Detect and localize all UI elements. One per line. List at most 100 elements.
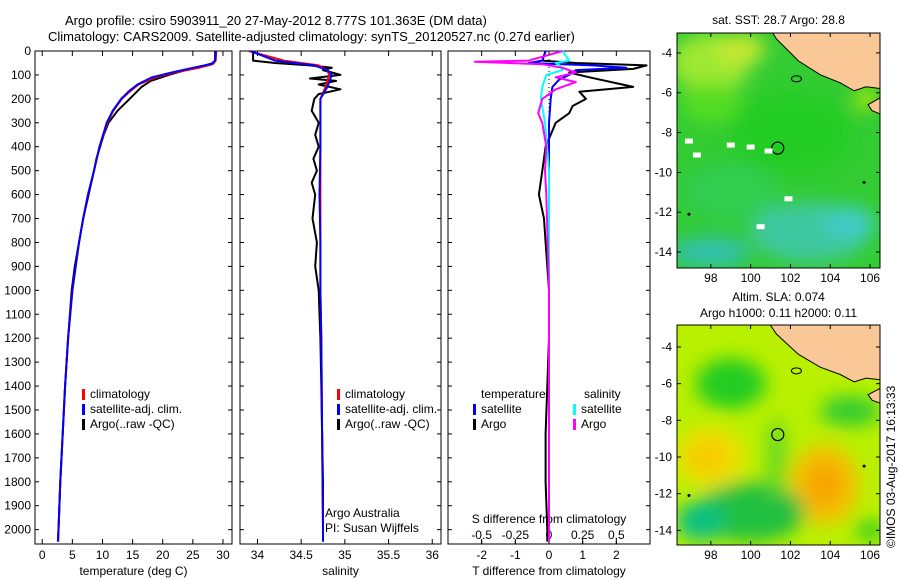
figure-title-line2: Climatology: CARS2009. Satellite-adjuste… — [48, 29, 575, 44]
x2-tick-label: 0.5 — [608, 528, 625, 542]
x2-tick-label: 0.25 — [571, 528, 595, 542]
legend-label: satellite-adj. clim. — [345, 402, 437, 416]
no-data-cell — [726, 142, 735, 148]
panel-salinity: 34 34.5 35 35.5 36 salinity climatologysatelli… — [239, 50, 442, 578]
field-blob — [806, 462, 843, 507]
map-sla_map: 98 100 102 104 106 -4 -6 -8 -10 -12 -14 Altim. SLA:… — [655, 290, 881, 562]
legend-label: satellite-adj. clim. — [90, 402, 182, 416]
series-salinity-satellite — [539, 50, 571, 542]
y-tick-label: 1300 — [4, 355, 31, 369]
x-tick-label: 98 — [704, 548, 718, 562]
island-enggano — [790, 75, 802, 83]
no-data-cell — [784, 196, 793, 202]
y-tick-label: -4 — [661, 46, 672, 60]
legend-title-temperature: temperature — [481, 387, 546, 401]
map-field — [677, 325, 880, 545]
no-data-cell — [764, 148, 773, 154]
x-axis-label: T difference from climatology — [472, 564, 626, 578]
y-tick-label: 1600 — [4, 427, 31, 441]
y-tick-label: 900 — [11, 259, 31, 273]
y-tick-label: -4 — [661, 340, 672, 354]
land-sumatra — [769, 325, 880, 383]
y-tick-label: -6 — [661, 377, 672, 391]
y-tick-label: -10 — [655, 165, 673, 179]
y-tick-label: -8 — [661, 413, 672, 427]
land-java — [867, 97, 880, 115]
legend-title-salinity: salinity — [584, 387, 621, 401]
no-data-cell — [746, 144, 755, 150]
x-tick-label: 102 — [780, 548, 800, 562]
x-tick-label: 106 — [860, 548, 880, 562]
panel-temperature: 0 5 10 15 20 25 300100200300400500600700800900… — [4, 44, 233, 578]
x-tick-label: 20 — [156, 548, 170, 562]
y-tick-label: 1500 — [4, 403, 31, 417]
field-blob — [820, 396, 880, 427]
field-blobs — [677, 33, 877, 268]
x-tick-label: 25 — [186, 548, 200, 562]
map-title: sat. SST: 28.7 Argo: 28.8 — [712, 13, 845, 27]
legend-swatch — [573, 419, 576, 430]
y-tick-label: -12 — [655, 205, 673, 219]
x-tick-label: 10 — [96, 548, 110, 562]
y-tick-label: 1800 — [4, 475, 31, 489]
island-cocos — [687, 212, 691, 216]
island-enggano — [790, 367, 802, 375]
panel-frame — [34, 50, 233, 545]
x-tick-label: 104 — [820, 271, 840, 285]
legend-label: Argo(..raw -QC) — [345, 417, 430, 431]
y-tick-label: 800 — [11, 235, 31, 249]
x-axis-label: salinity — [322, 564, 359, 578]
x-tick-label: 100 — [741, 271, 761, 285]
field-blob — [730, 92, 851, 173]
map-frame — [676, 324, 881, 546]
argo-position-marker — [771, 427, 785, 442]
legend-label: Argo — [481, 417, 507, 431]
x-tick-label: 1 — [579, 548, 586, 562]
field-blob — [695, 358, 766, 409]
y-tick-label: 2000 — [4, 523, 31, 537]
field-blob — [677, 501, 726, 542]
no-data-cell — [692, 152, 701, 158]
island-christmas — [862, 464, 866, 468]
y-tick-label: -10 — [655, 450, 673, 464]
y-tick-label: -6 — [661, 86, 672, 100]
y-tick-label: 1400 — [4, 379, 31, 393]
series-salinity-argo — [473, 50, 577, 542]
x-tick-label: 0 — [546, 548, 553, 562]
map-frame — [676, 32, 881, 269]
field-blob — [680, 82, 741, 123]
y-tick-label: 500 — [11, 164, 31, 178]
x-tick-label: 34.5 — [289, 548, 313, 562]
y-tick-label: -14 — [655, 245, 673, 259]
map-title: Argo h1000: 0.11 h2000: 0.11 — [700, 306, 857, 320]
legend-swatch — [473, 419, 476, 430]
x-tick-label: 2 — [613, 548, 620, 562]
source-annotation: PI: Susan Wijffels — [325, 521, 419, 535]
legend-swatch — [337, 404, 340, 415]
legend-label: climatology — [90, 387, 150, 401]
x-tick-label: 5 — [69, 548, 76, 562]
y-tick-label: 100 — [11, 68, 31, 82]
legend-swatch — [573, 404, 576, 415]
field-blob — [855, 520, 880, 541]
island-christmas — [862, 180, 866, 184]
figure-title-line1: Argo profile: csiro 5903911_20 27-May-20… — [65, 13, 487, 28]
field-blob — [686, 442, 727, 472]
y-tick-label: -12 — [655, 487, 673, 501]
x-tick-label: 30 — [216, 548, 230, 562]
legend-label: satellite — [581, 402, 622, 416]
y-tick-label: 1200 — [4, 331, 31, 345]
series-temperature-argo — [537, 50, 648, 542]
y-tick-label: 1000 — [4, 283, 31, 297]
x-axis-label: temperature (deg C) — [79, 564, 187, 578]
y-tick-label: 300 — [11, 116, 31, 130]
map-title: Altim. SLA: 0.074 — [732, 290, 825, 304]
x-tick-label: 104 — [820, 548, 840, 562]
legend-label: Argo(..raw -QC) — [90, 417, 175, 431]
legend-swatch — [473, 404, 476, 415]
x2-tick-label: -0.5 — [471, 528, 492, 542]
no-data-cell — [684, 138, 693, 144]
legend-swatch — [337, 389, 340, 400]
land-java — [867, 387, 880, 404]
